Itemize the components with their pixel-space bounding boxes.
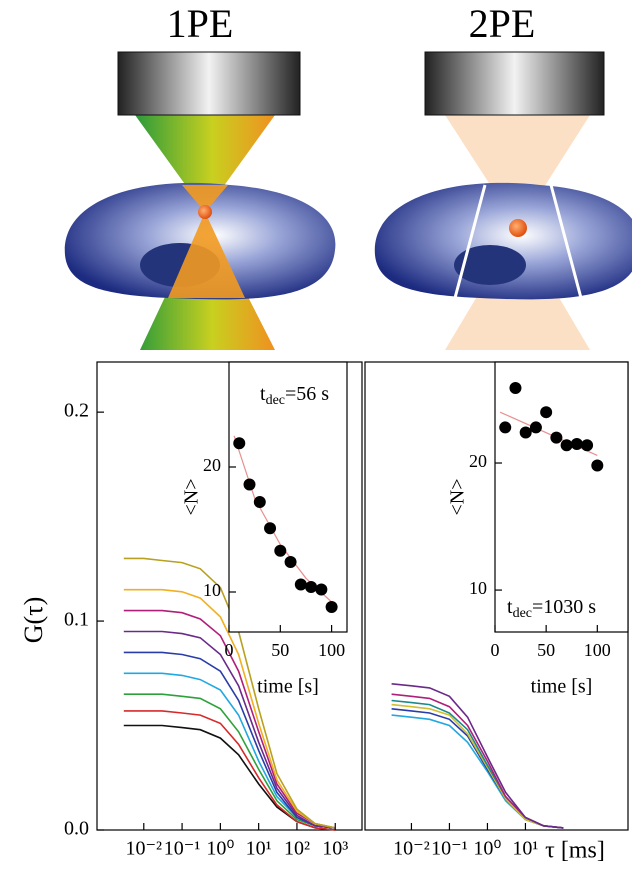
focus	[198, 205, 212, 219]
series-line	[123, 630, 336, 829]
inset-frame	[494, 361, 629, 633]
y-tick-label: 10	[469, 578, 487, 598]
data-point	[253, 496, 266, 508]
data-point	[560, 439, 573, 452]
y-tick-label: 20	[203, 455, 221, 475]
objective	[117, 51, 301, 116]
x-tick-label: 10¹	[246, 838, 272, 860]
annotation-part: =1030 s	[532, 596, 596, 618]
data-point	[233, 437, 246, 450]
x-tick-label: 50	[537, 640, 555, 660]
x-tick-label: 100	[584, 640, 611, 660]
data-point	[315, 583, 328, 596]
y-axis-label: G(τ)	[19, 597, 48, 644]
x-axis-label: time [s]	[531, 676, 593, 698]
series-line	[123, 609, 336, 829]
x-tick-label: 10²	[284, 838, 310, 860]
data-point	[540, 406, 553, 419]
objective	[424, 51, 605, 116]
x-tick-label: 100	[318, 640, 345, 660]
x-tick-label: 0	[225, 640, 234, 660]
data-point	[519, 426, 532, 439]
data-point	[325, 601, 338, 613]
beam-in-cell	[168, 185, 245, 298]
beam-edge	[453, 184, 583, 299]
y-tick-label: 0.0	[64, 818, 89, 840]
cell	[374, 182, 632, 300]
x-tick-label: 10³	[322, 838, 348, 860]
x-tick-label: 10⁻²	[393, 838, 430, 860]
x-tick-label: 10⁰	[473, 838, 501, 860]
annotation-part: dec	[266, 393, 285, 408]
series-line	[391, 703, 564, 829]
x-tick-label: 50	[271, 640, 289, 660]
data-point	[243, 478, 256, 491]
data-point	[529, 421, 542, 434]
annotation: tdec=1030 s	[507, 596, 596, 622]
data-point	[581, 439, 594, 452]
data-point	[294, 578, 307, 591]
nucleus	[454, 245, 526, 285]
y-axis-label: <N>	[181, 478, 203, 515]
panel-label: 2PE	[469, 1, 536, 46]
data-point	[499, 421, 512, 434]
y-axis-label: <N>	[447, 478, 469, 515]
data-point	[284, 556, 297, 568]
series-line	[391, 683, 564, 829]
y-tick-label: 0.2	[64, 400, 89, 422]
data-point	[550, 431, 563, 444]
x-tick-label: 10⁰	[206, 838, 234, 860]
annotation-part: t	[260, 383, 266, 405]
focus	[509, 219, 527, 237]
data-point	[570, 437, 583, 450]
x-tick-label: 0	[491, 640, 500, 660]
x-tick-label: 10⁻¹	[431, 838, 468, 860]
series-line	[123, 651, 336, 829]
series-line	[123, 693, 336, 829]
data-point	[591, 459, 604, 472]
x-tick-label: 10⁻²	[126, 838, 163, 860]
annotation: tdec=56 s	[260, 383, 329, 409]
series-line	[123, 588, 336, 829]
fit-line	[499, 411, 598, 456]
x-axis-label: τ [ms]	[545, 838, 605, 864]
illustration: 1PE 2PE	[64, 1, 632, 350]
data-point	[509, 382, 522, 395]
annotation-part: dec	[513, 606, 532, 621]
y-tick-label: 10	[203, 580, 221, 600]
y-tick-label: 20	[469, 451, 487, 471]
y-tick-label: 0.1	[64, 609, 89, 631]
inset-frame	[228, 361, 348, 633]
data-point	[264, 522, 277, 535]
x-axis-label: time [s]	[257, 676, 319, 698]
x-tick-label: 10¹	[512, 838, 538, 860]
data-point	[274, 544, 287, 557]
series-line	[123, 710, 336, 831]
annotation-part: t	[507, 596, 513, 618]
panel-label: 1PE	[167, 1, 234, 46]
data-point	[305, 581, 318, 593]
annotation-part: =56 s	[285, 383, 329, 405]
x-tick-label: 10⁻¹	[164, 838, 201, 860]
